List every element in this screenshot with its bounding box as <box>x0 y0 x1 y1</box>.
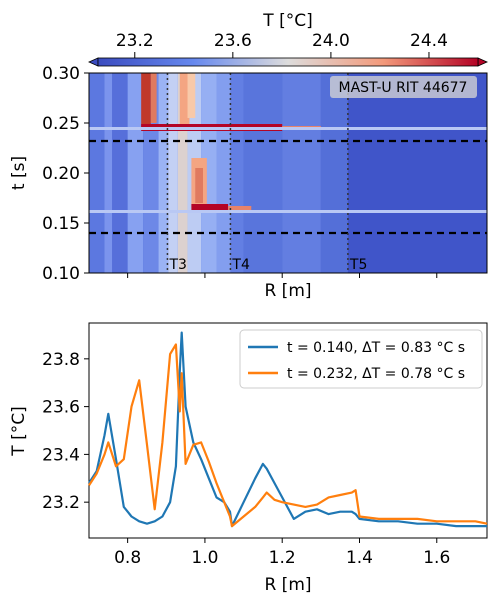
heatmap-ytick-label: 0.10 <box>42 264 80 284</box>
heatmap-band <box>201 73 217 273</box>
colorbar: T [°C] 23.2 23.6 24.0 24.4 <box>88 11 488 67</box>
heatmap-hotspot <box>150 73 157 123</box>
heatmap-stripe <box>89 210 487 213</box>
colorbar-tick-label: 23.2 <box>116 31 154 51</box>
line-xtick-label: 0.8 <box>114 548 141 568</box>
heatmap-band <box>158 73 169 273</box>
colorbar-tick-label: 24.0 <box>312 31 350 51</box>
heatmap-band <box>282 73 321 273</box>
line-xtick-label: 1.2 <box>269 548 296 568</box>
heatmap-ylabel: t [s] <box>9 156 29 190</box>
heatmap-hotspot <box>141 73 151 128</box>
heatmap-hotspot <box>187 73 196 118</box>
heatmap-band <box>243 73 283 273</box>
heatmap-hotspot <box>195 168 203 203</box>
tile-marker-label: T5 <box>349 257 367 273</box>
heatmap-band <box>104 73 113 273</box>
heatmap-ytick-label: 0.15 <box>42 214 80 234</box>
line-xtick-label: 1.6 <box>423 548 450 568</box>
colorbar-extend-left <box>88 57 99 67</box>
line-ylabel: T [°C] <box>9 406 29 456</box>
colorbar-bar <box>97 57 479 67</box>
colorbar-extend-right <box>477 57 488 67</box>
heatmap-band <box>230 73 244 273</box>
line-chart-panel: 0.8 1.0 1.2 1.4 1.6 23.223.423.623.8 T [°C] … <box>9 322 488 595</box>
heatmap-band <box>216 73 231 273</box>
heatmap-ytick-label: 0.25 <box>42 114 80 134</box>
heatmap-cells <box>89 73 487 273</box>
heatmap-band <box>168 73 178 273</box>
line-xtick-label: 1.0 <box>191 548 218 568</box>
colorbar-tick-label: 24.4 <box>410 31 448 51</box>
line-xlabel: R [m] <box>264 575 311 595</box>
heatmap-stripe <box>191 204 229 211</box>
line-xticks: 0.8 1.0 1.2 1.4 1.6 <box>114 538 450 568</box>
heatmap-xticks <box>127 273 438 278</box>
tile-marker-label: T4 <box>231 257 250 273</box>
legend: t = 0.140, ΔT = 0.83 °C s t = 0.232, ΔT =… <box>239 329 483 389</box>
heatmap-band <box>89 73 105 273</box>
heatmap-panel: T3 T4 T5 0.10 0.15 0.20 0.25 0.30 MAST-U RIT 4… <box>9 64 488 301</box>
heatmap-stripe <box>89 127 487 130</box>
line-ytick-label: 23.8 <box>42 350 80 370</box>
heatmap-band <box>347 73 487 273</box>
annotation-box <box>330 76 477 98</box>
legend-entry: t = 0.232, ΔT = 0.78 °C s <box>287 366 465 382</box>
line-series <box>88 331 488 528</box>
colorbar-tick-label: 23.6 <box>214 31 252 51</box>
heatmap-ytick-label: 0.30 <box>42 64 80 84</box>
line-xtick-label: 1.4 <box>346 548 373 568</box>
heatmap-stripe <box>228 206 252 211</box>
line-ytick-label: 23.4 <box>42 445 80 465</box>
heatmap-band <box>177 73 188 273</box>
line-ytick-label: 23.2 <box>42 493 80 513</box>
heatmap-yticks: 0.10 0.15 0.20 0.25 0.30 <box>42 64 89 284</box>
heatmap-xlabel: R [m] <box>264 281 311 301</box>
colorbar-label: T [°C] <box>262 11 312 31</box>
legend-box <box>239 329 483 389</box>
colorbar-ticks: 23.2 23.6 24.0 24.4 <box>116 31 448 58</box>
heatmap-overlay: T3 T4 T5 <box>89 73 487 273</box>
heatmap-band <box>127 73 144 273</box>
line-yticks: 23.2 23.4 23.6 23.8 <box>42 350 89 513</box>
heatmap-ytick-label: 0.20 <box>42 164 80 184</box>
line-ytick-label: 23.6 <box>42 398 80 418</box>
legend-entry: t = 0.140, ΔT = 0.83 °C s <box>287 340 465 356</box>
heatmap-band <box>112 73 128 273</box>
series-line <box>88 343 488 528</box>
heatmap-hotspot <box>179 73 190 128</box>
shot-annotation: MAST-U RIT 44677 <box>339 80 468 96</box>
tile-marker-label: T3 <box>168 257 186 273</box>
heatmap-band <box>320 73 348 273</box>
